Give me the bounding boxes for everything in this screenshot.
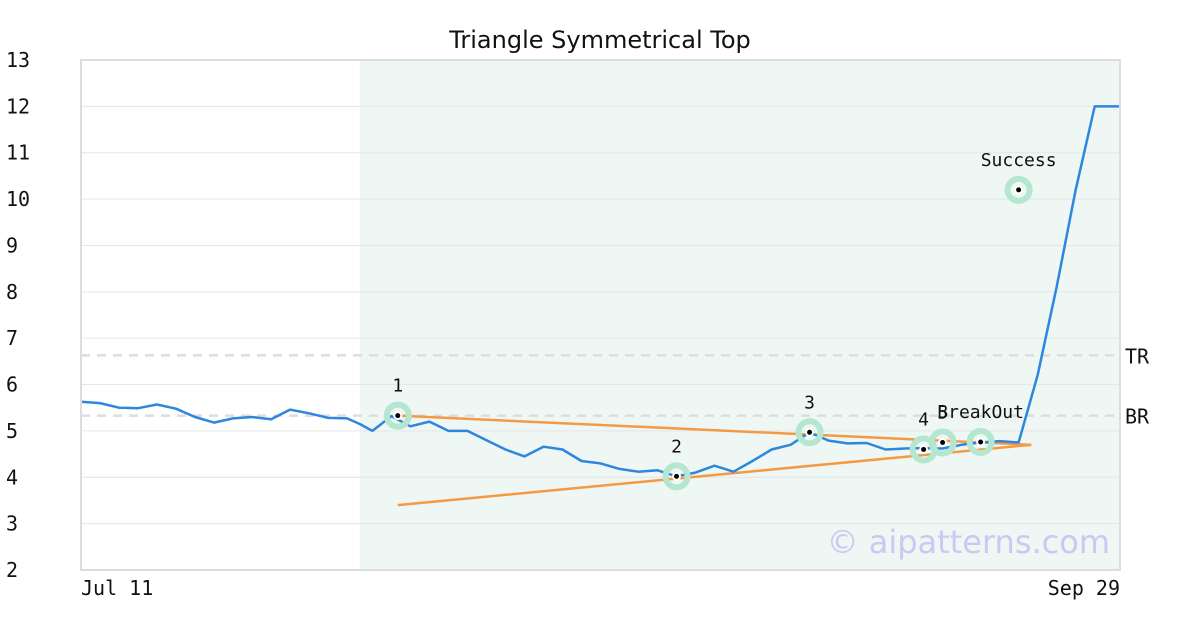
reference-line-label: BR [1125,405,1150,429]
y-tick-label: 9 [6,233,18,257]
point-label: 3 [804,392,815,413]
chart-title: Triangle Symmetrical Top [448,26,751,54]
y-tick-label: 10 [6,187,30,211]
y-tick-label: 5 [6,419,18,443]
y-tick-label: 7 [6,326,18,350]
point-halo [662,462,691,491]
y-tick-label: 4 [6,465,18,489]
pattern-region [359,60,1120,570]
watermark: © aipatterns.com [827,523,1110,561]
y-tick-label: 3 [6,512,18,536]
point-marker [805,427,815,437]
point-halo [795,418,824,447]
point-marker [938,438,948,447]
point-label: 1 [392,376,403,397]
y-tick-label: 6 [6,373,18,397]
point-halo [966,428,995,457]
point-label: 5 [937,403,948,424]
y-tick-label: 12 [6,94,30,118]
y-tick-label: 2 [6,558,18,582]
reference-line-label: TR [1125,344,1150,368]
trendline [397,443,1032,507]
point-label: BreakOut [937,402,1024,423]
point-label: Success [981,150,1057,171]
point-halo [1004,175,1033,204]
y-tick-label: 11 [6,141,30,165]
point-label: 2 [671,436,682,457]
y-tick-label: 13 [6,48,30,72]
point-halo [383,401,412,430]
x-tick-label: Sep 29 [1048,576,1120,600]
point-marker [1014,185,1024,195]
x-tick-label: Jul 11 [81,576,153,600]
y-tick-label: 8 [6,280,18,304]
point-label: 4 [918,409,929,430]
point-marker [976,437,986,447]
point-halo [928,428,957,457]
point-marker [393,411,403,421]
plot-border [80,59,1121,571]
point-marker [919,444,929,454]
point-marker [672,471,682,481]
